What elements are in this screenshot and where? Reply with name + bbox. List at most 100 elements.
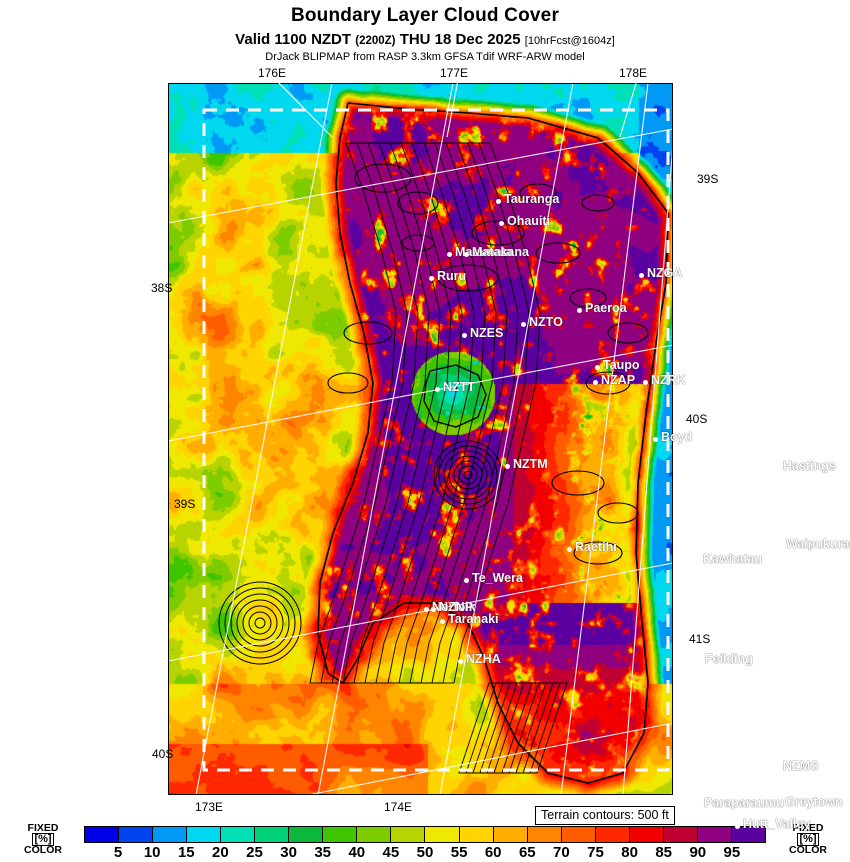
graticule-lines (168, 83, 673, 795)
heatmap-canvas (168, 83, 673, 795)
contour-line (519, 183, 557, 203)
colorbar-gradient (84, 826, 766, 843)
colorbar-swatch (221, 827, 256, 842)
colorbar-right-line1: FIXED (792, 822, 824, 834)
city-label: NZMS (783, 759, 819, 773)
contour-line (535, 242, 581, 264)
colorbar-swatch (255, 827, 290, 842)
city-label: Waipukurau (786, 537, 850, 551)
colorbar-tick: 80 (621, 844, 638, 861)
city-label: Hastings (783, 459, 836, 473)
colorbar-left-line3: COLOR (24, 844, 62, 856)
colorbar-swatch (289, 827, 324, 842)
contour-line (581, 194, 615, 212)
colorbar-right-line3: COLOR (789, 844, 827, 856)
contour-line (448, 455, 488, 495)
city-dot (695, 559, 700, 564)
contour-line (438, 445, 498, 505)
contour-line (585, 371, 631, 395)
colorbar-swatch (187, 827, 222, 842)
colorbar-tick: 55 (450, 844, 468, 861)
lon-tick-label: 177E (440, 66, 469, 80)
colorbar-swatch (391, 827, 426, 842)
contour-line (224, 587, 296, 659)
colorbar-swatch (731, 827, 765, 842)
colorbar-swatch (459, 827, 494, 842)
contour-line (433, 440, 503, 510)
contour-line (453, 460, 483, 490)
city-dot (775, 766, 780, 771)
contour-line (343, 321, 393, 345)
contour-line (597, 502, 639, 524)
colorbar-right-label: FIXED [%] COLOR (775, 822, 841, 856)
colorbar-swatch (629, 827, 664, 842)
city-label: Feilding (705, 652, 753, 666)
colorbar-tick: 45 (382, 844, 400, 861)
city-label: Kawhatau (703, 552, 763, 566)
contour-line (551, 470, 605, 496)
colorbar-swatch (595, 827, 630, 842)
city-label: Greytown (785, 795, 843, 809)
colorbar-tick: 60 (484, 844, 502, 861)
valid-time-utc: (2200Z) (355, 35, 396, 47)
colorbar-tick-labels: 5 10 15 20 25 30 35 40 45 50 55 60 65 70 75 80 85 90 95 (84, 844, 766, 862)
colorbar-swatch (119, 827, 154, 842)
colorbar-tick: 50 (416, 844, 434, 861)
colorbar-tick: 75 (587, 844, 604, 861)
contour-line (463, 470, 473, 480)
colorbar-swatch (85, 827, 120, 842)
lat-tick-label: 41S (689, 632, 711, 646)
lat-tick-label: 40S (152, 747, 174, 761)
colorbar-tick: 15 (177, 844, 195, 861)
contour-line (401, 234, 435, 252)
colorbar-swatch (663, 827, 698, 842)
contour-line (248, 611, 272, 635)
contour-line (327, 372, 369, 394)
colorbar-swatch (425, 827, 460, 842)
forecast-hour: [10hrFcst@1604z] (524, 35, 615, 47)
colorbar-swatch (527, 827, 562, 842)
colorbar-swatch (561, 827, 596, 842)
city-dot (777, 802, 782, 807)
colorbar-tick: 95 (723, 844, 741, 861)
lat-tick-label: 40S (686, 412, 708, 426)
lat-tick-label: 38S (151, 281, 173, 295)
colorbar-tick: 40 (348, 844, 366, 861)
lat-tick-label: 39S (174, 497, 196, 511)
valid-time-line: Valid 1100 NZDT (2200Z) THU 18 Dec 2025 … (0, 31, 850, 48)
map-panel (168, 83, 673, 795)
valid-time: Valid 1100 NZDT (235, 31, 352, 48)
cloud-cover-heatmap (168, 83, 673, 795)
colorbar-tick: 20 (212, 844, 229, 861)
contour-line (458, 465, 478, 485)
lon-tick-label-bottom: 174E (384, 800, 413, 814)
contour-line (242, 605, 278, 641)
contour-line (569, 288, 607, 308)
terrain-contour-legend: Terrain contours: 500 ft (535, 806, 675, 825)
colorbar-tick: 25 (246, 844, 263, 861)
contour-line (254, 617, 266, 629)
city-dot (697, 659, 702, 664)
colorbar-tick: 35 (314, 844, 332, 861)
colorbar-swatch (357, 827, 392, 842)
contour-line (458, 682, 568, 774)
city-dot (696, 803, 701, 808)
city-label: Paraparaumu (704, 796, 784, 810)
lat-tick-label: 39S (697, 172, 719, 186)
page-title: Boundary Layer Cloud Cover (290, 5, 560, 26)
colorbar-right-units: [%] (797, 833, 819, 846)
colorbar-swatch (153, 827, 188, 842)
lon-tick-label: 178E (619, 66, 648, 80)
model-domain-box (202, 108, 670, 772)
colorbar-left-units: [%] (32, 833, 54, 846)
contour-line (443, 450, 493, 500)
contour-line (437, 264, 499, 292)
city-dot (778, 544, 783, 549)
contour-line (573, 541, 623, 565)
colorbar-tick: 5 (113, 844, 123, 861)
city-dot (775, 466, 780, 471)
colorbar-swatch (493, 827, 528, 842)
contour-line (236, 599, 284, 647)
valid-date: THU 18 Dec 2025 (399, 31, 521, 48)
colorbar-tick: 70 (553, 844, 570, 861)
